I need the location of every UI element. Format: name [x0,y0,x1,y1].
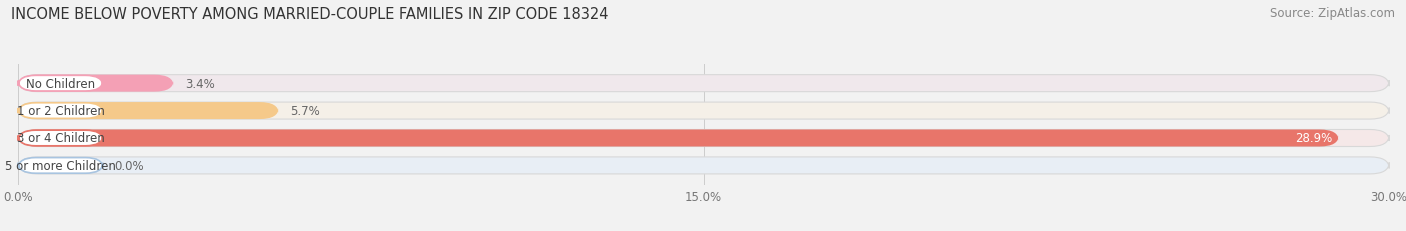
Text: INCOME BELOW POVERTY AMONG MARRIED-COUPLE FAMILIES IN ZIP CODE 18324: INCOME BELOW POVERTY AMONG MARRIED-COUPL… [11,7,609,22]
FancyBboxPatch shape [18,157,1389,174]
FancyBboxPatch shape [18,75,1389,92]
Text: 3 or 4 Children: 3 or 4 Children [17,132,104,145]
Text: 5.7%: 5.7% [290,105,321,118]
FancyBboxPatch shape [18,103,103,119]
Text: 28.9%: 28.9% [1295,132,1331,145]
Text: Source: ZipAtlas.com: Source: ZipAtlas.com [1270,7,1395,20]
Text: 1 or 2 Children: 1 or 2 Children [17,105,104,118]
FancyBboxPatch shape [18,131,103,146]
FancyBboxPatch shape [18,158,103,173]
FancyBboxPatch shape [18,75,173,92]
FancyBboxPatch shape [18,130,1339,147]
FancyBboxPatch shape [18,76,103,91]
Text: 5 or more Children: 5 or more Children [6,159,115,172]
Text: 0.0%: 0.0% [114,159,143,172]
FancyBboxPatch shape [18,103,1389,120]
Text: No Children: No Children [25,77,96,90]
Text: 3.4%: 3.4% [186,77,215,90]
FancyBboxPatch shape [18,130,1389,147]
FancyBboxPatch shape [18,103,278,120]
